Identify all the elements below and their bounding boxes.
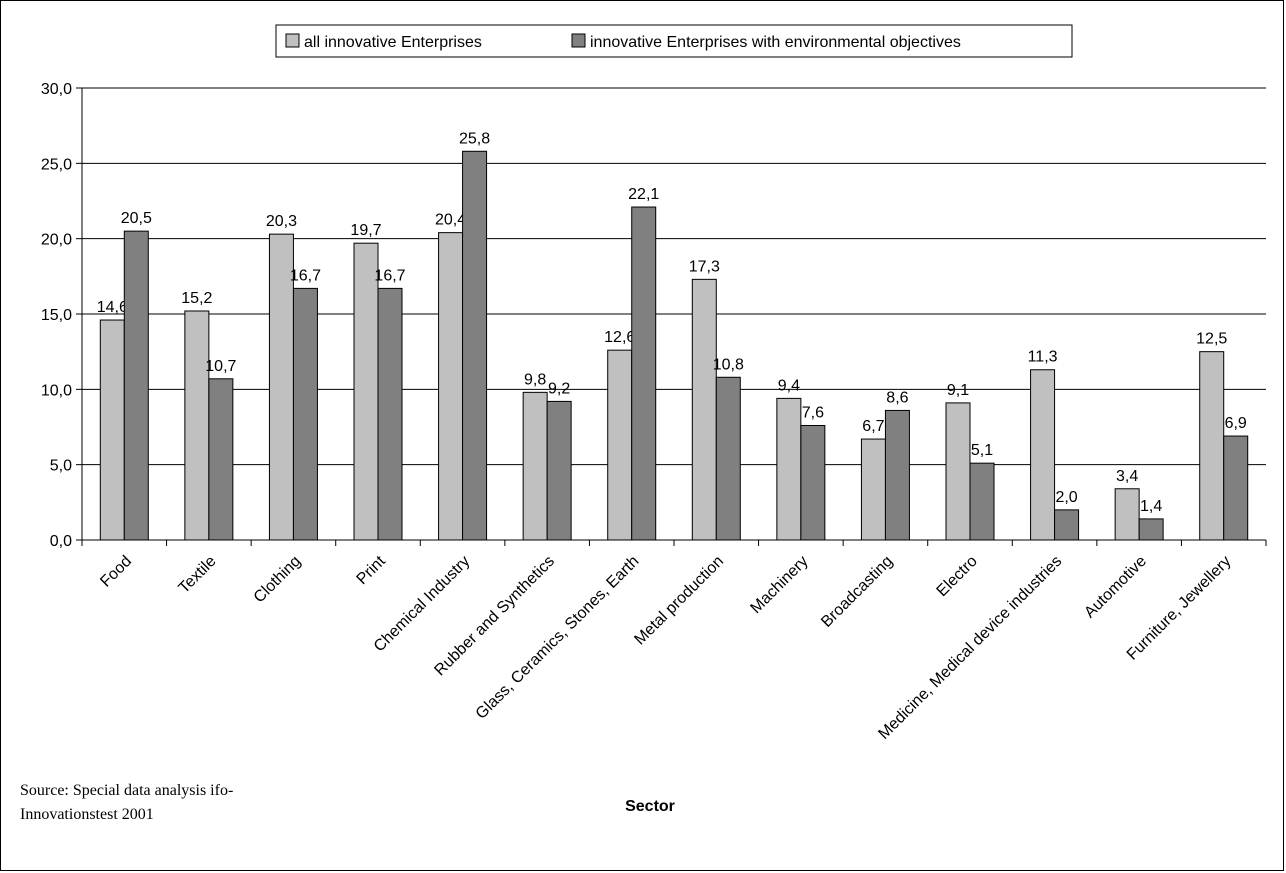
data-label: 9,8 xyxy=(524,371,546,388)
legend-label: all innovative Enterprises xyxy=(304,34,482,51)
data-label: 9,4 xyxy=(778,377,800,394)
bar xyxy=(715,376,741,541)
bar xyxy=(353,242,379,541)
bar xyxy=(546,400,572,541)
data-label: 20,4 xyxy=(435,212,466,229)
data-label: 11,3 xyxy=(1028,349,1058,366)
data-label: 20,5 xyxy=(121,210,152,227)
category-label: Glass, Ceramics, Stones, Earth xyxy=(473,553,643,723)
data-label: 5,1 xyxy=(971,442,993,459)
legend-swatch xyxy=(285,33,300,48)
bar xyxy=(884,409,910,541)
bar xyxy=(1054,509,1080,541)
plot-area: 0,0 5,0 10,0 15,0 20,0 25,0 30,0 14,6 15,2 20,3 19… xyxy=(41,81,1267,743)
source-line-1: Source: Special data analysis ifo- xyxy=(20,782,234,799)
legend-box xyxy=(275,24,1073,58)
bar xyxy=(945,402,971,541)
data-label: 3,4 xyxy=(1116,468,1138,485)
data-label: 14,6 xyxy=(97,299,128,316)
y-tick-label: 15,0 xyxy=(41,307,72,324)
legend: all innovative Enterprises innovative Ent… xyxy=(275,24,1073,58)
data-label: 6,7 xyxy=(862,418,884,435)
series-1: 14,6 15,2 20,3 19,7 20,4 9,8 12,6 17,3 9,4 6,7 9,1… xyxy=(97,212,1227,541)
bar xyxy=(99,319,125,541)
category-label: Automotive xyxy=(1081,553,1150,622)
bar xyxy=(800,424,826,541)
data-label: 16,7 xyxy=(374,267,405,284)
category-label: Food xyxy=(97,553,135,591)
bar xyxy=(969,462,995,541)
data-label: 20,3 xyxy=(266,213,297,230)
category-label: Textile xyxy=(176,553,220,597)
bar xyxy=(607,349,633,541)
legend-label: innovative Enterprises with environmenta… xyxy=(590,34,961,51)
bar xyxy=(776,397,802,541)
data-label: 12,5 xyxy=(1196,331,1227,348)
source-line-2: Innovationstest 2001 xyxy=(20,806,154,823)
category-label: Clothing xyxy=(251,553,305,607)
data-label: 12,6 xyxy=(604,329,635,346)
bar xyxy=(522,391,548,541)
y-tick-label: 20,0 xyxy=(41,232,72,249)
bar xyxy=(691,278,717,541)
data-label: 2,0 xyxy=(1055,489,1077,506)
bar xyxy=(208,378,234,541)
bar xyxy=(1114,488,1140,541)
data-label: 6,9 xyxy=(1225,415,1247,432)
legend-swatch xyxy=(571,33,586,48)
category-label: Print xyxy=(354,552,390,588)
bar xyxy=(1223,435,1249,541)
category-label: Electro xyxy=(934,553,981,600)
data-label: 15,2 xyxy=(181,290,212,307)
data-label: 19,7 xyxy=(350,222,381,239)
data-label: 10,8 xyxy=(713,356,744,373)
bar xyxy=(1199,351,1225,541)
category-label: Broadcasting xyxy=(818,553,896,631)
bar xyxy=(1138,518,1164,541)
y-tick-label: 5,0 xyxy=(50,458,72,475)
data-label: 7,6 xyxy=(802,404,824,421)
category-label: Machinery xyxy=(747,553,811,617)
bar xyxy=(123,230,149,541)
bar xyxy=(292,287,318,541)
bar xyxy=(1030,369,1056,541)
bar xyxy=(860,438,886,541)
bar xyxy=(268,233,294,541)
y-tick-label: 0,0 xyxy=(50,533,72,550)
data-label: 10,7 xyxy=(205,358,236,375)
category-label: Metal production xyxy=(631,553,727,649)
data-label: 17,3 xyxy=(689,258,720,275)
series-2: 20,5 10,7 16,7 16,7 25,8 9,2 22,1 10,8 7,6 8,6 5,1… xyxy=(121,130,1249,541)
data-label: 1,4 xyxy=(1140,498,1162,515)
bar xyxy=(438,232,464,541)
data-label: 16,7 xyxy=(290,267,321,284)
data-label: 25,8 xyxy=(459,130,490,147)
y-tick-label: 25,0 xyxy=(41,156,72,173)
category-label: Medicine, Medical device industries xyxy=(875,553,1065,743)
data-label: 22,1 xyxy=(628,186,659,203)
y-tick-label: 30,0 xyxy=(41,81,72,98)
bar xyxy=(462,150,488,541)
data-label: 8,6 xyxy=(886,389,908,406)
data-label: 9,1 xyxy=(947,382,969,399)
x-axis-title: Sector xyxy=(625,798,675,815)
bar xyxy=(184,310,210,541)
data-label: 9,2 xyxy=(548,380,570,397)
source-note: Source: Special data analysis ifo- Innov… xyxy=(20,779,340,827)
bar xyxy=(631,206,657,541)
bar xyxy=(377,287,403,541)
y-tick-label: 10,0 xyxy=(41,382,72,399)
